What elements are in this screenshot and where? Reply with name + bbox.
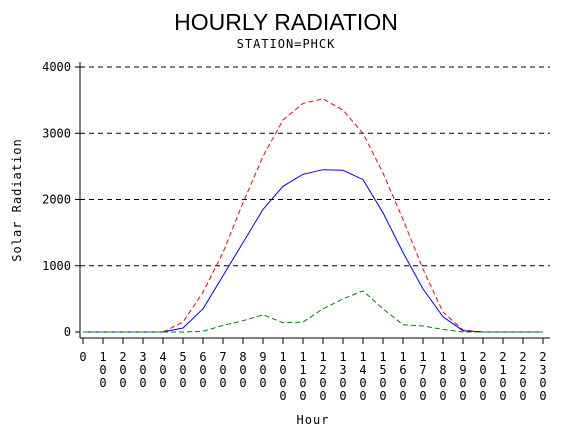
y-tick-label: 0 [64,325,71,339]
y-tick-label: 2000 [42,193,71,207]
y-axis-label: Solar Radiation [10,138,24,261]
chart-title: HOURLY RADIATION [174,9,398,35]
gridlines [80,66,550,267]
y-tick-label: 3000 [42,126,71,140]
series-line-1 [83,169,543,333]
x-axis-ticks: 0 1 0 0 2 0 0 3 0 0 4 0 0 5 0 0 6 0 0 7 0 0 8 0 0 9 0 0 1 0 0 0 1 1 0 0 1 2 0 0… [79,338,547,403]
y-tick-label: 1000 [42,259,71,273]
y-axis-ticks: 0 1000 2000 3000 4000 [42,60,80,339]
chart-subtitle: STATION=PHCK [237,37,336,51]
x-tick-label: 0 [79,350,86,364]
series-line-0 [83,98,543,333]
series-lines [83,98,543,333]
x-axis-label: Hour [297,413,330,427]
series-line-2 [83,290,543,333]
y-tick-label: 4000 [42,60,71,74]
